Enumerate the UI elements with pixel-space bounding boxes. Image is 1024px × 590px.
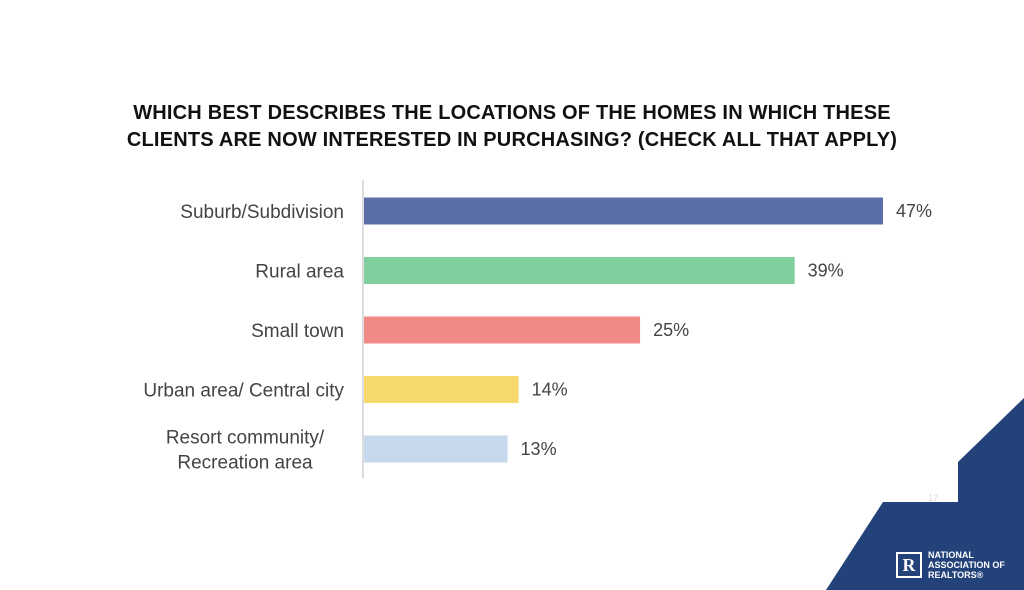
value-label-2: 25% xyxy=(653,320,689,340)
bar-1 xyxy=(364,257,795,284)
bar-2 xyxy=(364,316,641,344)
value-label-3: 14% xyxy=(532,380,568,400)
category-label-2: Small town xyxy=(251,321,344,342)
category-label-4-0: Resort community/ xyxy=(166,428,325,449)
category-label-4-1: Recreation area xyxy=(177,453,313,474)
category-label-1: Rural area xyxy=(255,262,344,283)
category-label-3: Urban area/ Central city xyxy=(143,381,344,402)
realtor-r-icon: R xyxy=(896,552,922,578)
corner-shape xyxy=(826,398,1024,590)
value-label-0: 47% xyxy=(896,201,932,221)
chart-title-line-2: CLIENTS ARE NOW INTERESTED IN PURCHASING… xyxy=(126,129,898,151)
value-label-4: 13% xyxy=(521,439,557,459)
bar-4 xyxy=(364,435,508,463)
chart-title: WHICH BEST DESCRIBES THE LOCATIONS OF TH… xyxy=(62,100,962,154)
logo-text: NATIONAL ASSOCIATION OF REALTORS® xyxy=(928,550,1005,580)
nar-logo: R NATIONAL ASSOCIATION OF REALTORS® xyxy=(896,547,1024,583)
category-label-0: Suburb/Subdivision xyxy=(180,202,344,223)
bar-3 xyxy=(364,376,519,403)
bar-0 xyxy=(364,197,883,225)
page-number: 17 xyxy=(928,493,939,503)
chart-title-line-1: WHICH BEST DESCRIBES THE LOCATIONS OF TH… xyxy=(133,102,891,124)
value-label-1: 39% xyxy=(808,261,844,281)
